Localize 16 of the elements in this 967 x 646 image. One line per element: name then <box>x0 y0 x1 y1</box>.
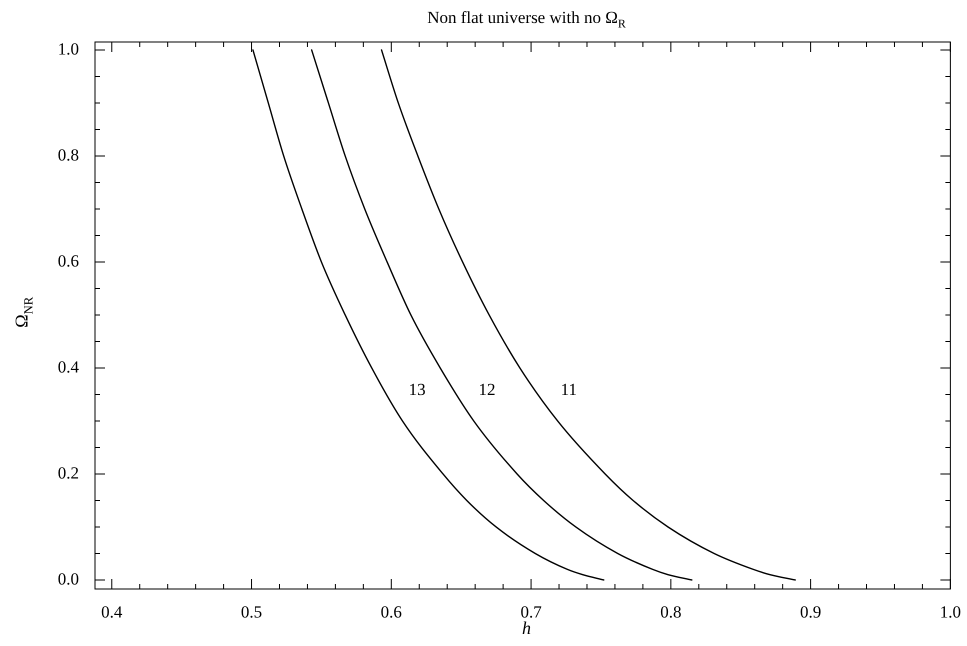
x-tick-label: 0.8 <box>660 602 682 622</box>
y-tick-label: 0.8 <box>58 145 79 164</box>
x-tick-label: 1.0 <box>940 602 961 622</box>
x-tick-label: 0.6 <box>380 602 402 622</box>
y-tick-label: 0.6 <box>58 251 79 270</box>
y-tick-label: 1.0 <box>58 39 79 58</box>
x-tick-label: 0.9 <box>800 602 822 622</box>
y-tick-label: 0.2 <box>58 463 79 482</box>
x-tick-label: 0.5 <box>240 602 262 622</box>
y-tick-label: 0.4 <box>58 357 80 376</box>
series-label: 11 <box>560 380 577 399</box>
series-label: 12 <box>478 380 496 399</box>
y-tick-label: 0.0 <box>58 569 79 588</box>
series-label: 13 <box>408 380 426 399</box>
chart-title: Non flat universe with no Ω$_{R}$ <box>426 8 627 32</box>
x-tick-label: 0.4 <box>101 602 123 622</box>
